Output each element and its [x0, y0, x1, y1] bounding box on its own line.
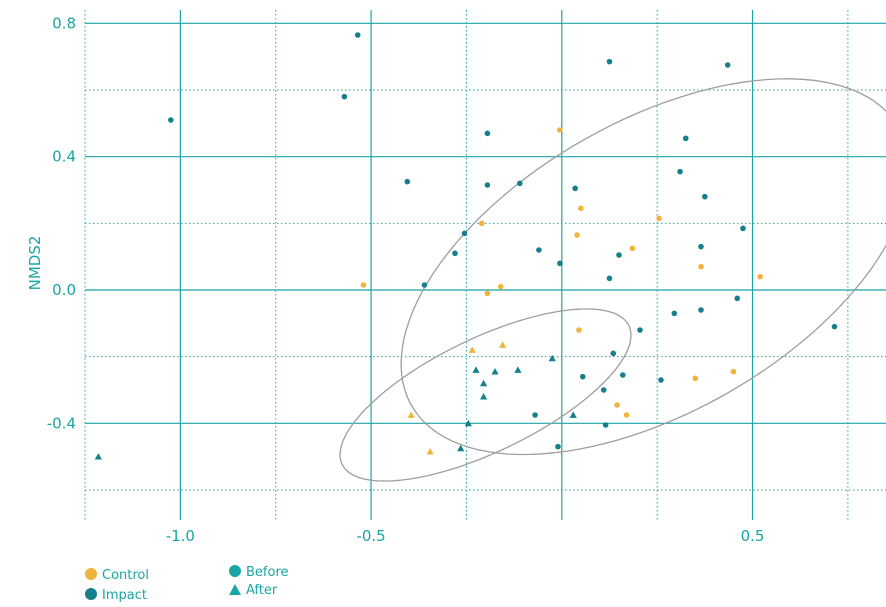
point-impact-before	[610, 350, 617, 357]
legend-before-swatch	[229, 565, 241, 577]
axis-tick-labels: -1.0 -0.5 0.5 0.8 0.4 0.0 -0.4	[47, 14, 765, 545]
legend-control-swatch	[85, 568, 97, 580]
point-impact-before	[484, 130, 491, 137]
point-control-after	[426, 448, 434, 455]
point-control-before	[629, 245, 636, 252]
point-impact-before	[606, 58, 613, 65]
point-impact-before	[404, 178, 411, 185]
point-impact-after	[479, 393, 488, 400]
point-control-before	[692, 375, 699, 382]
legend-impact-swatch	[85, 588, 97, 600]
point-control-before	[478, 220, 485, 227]
point-impact-before	[579, 373, 586, 380]
confidence-ellipses	[339, 78, 886, 482]
point-impact-before	[740, 225, 746, 232]
point-impact-after	[457, 444, 465, 452]
point-impact-after	[479, 379, 488, 387]
point-control-before	[484, 290, 491, 297]
point-impact-before	[620, 372, 626, 378]
point-control-after	[468, 346, 476, 353]
point-impact-before	[698, 307, 704, 313]
point-control-before	[497, 283, 504, 290]
point-impact-before	[682, 135, 689, 142]
point-impact-before	[532, 412, 538, 418]
point-impact-before	[461, 230, 468, 237]
point-control-before	[578, 205, 584, 212]
point-impact-after	[514, 366, 522, 373]
point-impact-before	[724, 62, 731, 68]
x-tick-label: 0.5	[741, 527, 765, 545]
point-control-before	[656, 215, 662, 222]
point-impact-before	[168, 117, 174, 123]
y-axis-label: NMDS2	[26, 236, 44, 291]
y-tick-label: 0.4	[52, 148, 76, 166]
legend-impact-label: Impact	[102, 588, 147, 603]
minor-gridlines	[84, 10, 886, 520]
legend-control-label: Control	[102, 568, 149, 583]
point-impact-before	[658, 377, 664, 383]
legend-before-label: Before	[246, 565, 289, 580]
point-impact-before	[421, 282, 428, 288]
legend-item-impact: Impact	[85, 588, 147, 603]
ellipse-before	[400, 78, 886, 456]
point-impact-before	[484, 182, 491, 188]
point-control-before	[614, 402, 620, 408]
point-impact-after	[94, 453, 102, 460]
point-control-before	[360, 282, 367, 288]
y-tick-label: -0.4	[47, 414, 76, 432]
point-impact-before	[606, 275, 613, 282]
legend-item-before: Before	[229, 565, 289, 580]
point-control-before	[698, 263, 704, 270]
data-points	[94, 32, 838, 460]
point-impact-before	[536, 247, 542, 253]
point-impact-before	[572, 185, 578, 192]
legend: Control Impact Before After	[85, 565, 289, 603]
point-impact-after	[569, 411, 577, 418]
point-control-before	[574, 232, 580, 238]
ellipse-after	[339, 308, 632, 482]
point-impact-before	[354, 32, 361, 38]
x-tick-label: -0.5	[356, 527, 385, 545]
x-tick-label: -1.0	[166, 527, 195, 545]
point-impact-before	[698, 243, 704, 250]
point-control-before	[730, 368, 737, 375]
point-impact-before	[671, 310, 678, 317]
point-impact-before	[831, 323, 838, 330]
legend-after-label: After	[246, 583, 278, 598]
point-control-after	[407, 411, 415, 418]
point-impact-before	[637, 327, 643, 333]
point-impact-before	[555, 443, 561, 450]
point-control-before	[757, 273, 763, 280]
point-impact-before	[734, 295, 741, 302]
point-impact-before	[702, 193, 708, 200]
y-tick-label: 0.8	[52, 14, 76, 32]
point-control-before	[557, 127, 563, 133]
point-impact-before	[557, 260, 563, 267]
point-control-before	[576, 327, 582, 333]
legend-item-control: Control	[85, 568, 149, 583]
point-impact-after	[472, 366, 480, 373]
point-impact-after	[464, 419, 472, 427]
point-impact-after	[491, 368, 499, 375]
point-impact-before	[341, 93, 348, 100]
point-control-before	[623, 412, 630, 418]
point-control-after	[499, 341, 507, 348]
point-impact-before	[600, 387, 607, 393]
point-impact-before	[517, 180, 523, 187]
point-impact-before	[616, 252, 622, 258]
point-impact-after	[548, 354, 556, 362]
legend-after-swatch	[229, 584, 241, 595]
y-tick-label: 0.0	[52, 281, 76, 299]
point-impact-before	[602, 422, 609, 428]
major-gridlines	[85, 10, 886, 520]
legend-item-after: After	[229, 583, 278, 598]
point-impact-before	[452, 250, 458, 257]
point-impact-before	[677, 168, 683, 175]
